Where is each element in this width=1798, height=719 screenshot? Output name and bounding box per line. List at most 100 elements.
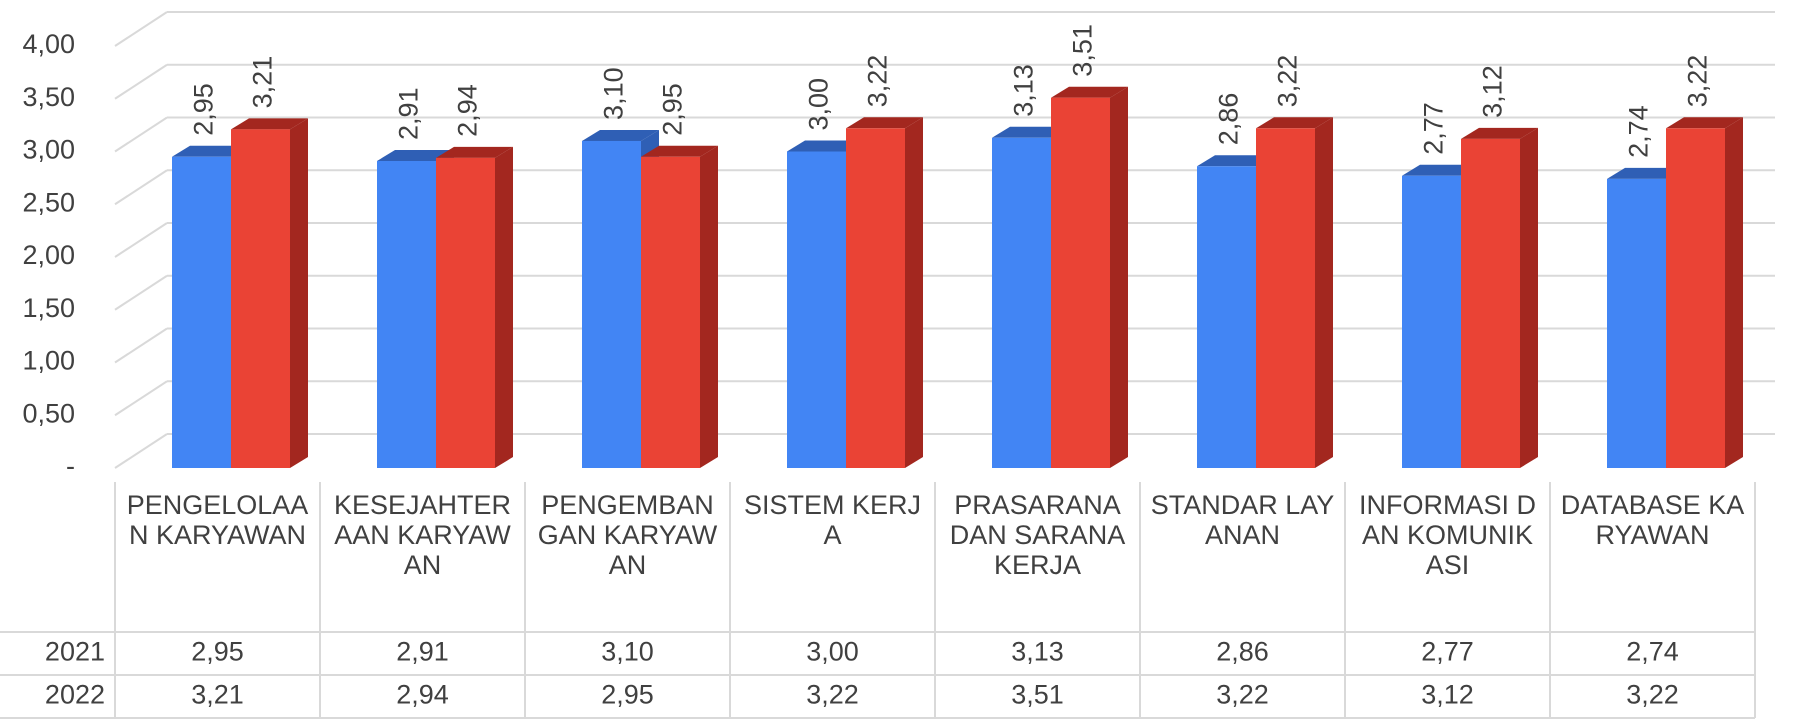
bar-top — [172, 145, 249, 157]
x-tick-label: KESEJAHTERAAN KARYAWAN — [333, 490, 512, 580]
bar-top — [992, 126, 1069, 138]
table-cell: 3,22 — [1626, 680, 1679, 710]
data-label: 2,91 — [394, 87, 424, 140]
bar-top — [1461, 127, 1538, 139]
bar-top — [1197, 155, 1274, 167]
table-cell: 3,51 — [1011, 680, 1064, 710]
table-cell: 3,00 — [806, 637, 859, 667]
data-label: 2,95 — [658, 83, 688, 136]
grid-line — [114, 116, 168, 153]
table-cell: 2,94 — [396, 680, 449, 710]
bar — [1256, 128, 1315, 469]
x-tick-label: PRASARANA DAN SARANA KERJA — [949, 490, 1126, 580]
bar-side — [495, 146, 513, 468]
bar — [787, 151, 846, 468]
bar — [1607, 178, 1666, 468]
bar-top — [641, 145, 718, 157]
data-label: 3,10 — [599, 67, 629, 120]
table-cell: 2,95 — [601, 680, 654, 710]
data-label: 3,51 — [1068, 24, 1098, 77]
table-cell: 3,21 — [191, 680, 244, 710]
grid-line — [114, 11, 168, 47]
data-label: 3,21 — [248, 56, 278, 109]
table-row-header: 2021 — [45, 637, 105, 667]
y-tick-label: 2,50 — [22, 187, 75, 217]
x-tick-label: PENGEMBANGAN KARYAWAN — [537, 490, 718, 580]
bar — [377, 160, 436, 468]
bar — [231, 129, 290, 468]
table-cell: 3,13 — [1011, 637, 1064, 667]
grid-line — [114, 380, 168, 417]
data-label: 2,95 — [189, 83, 219, 136]
bar-top — [1051, 86, 1128, 98]
data-label: 3,00 — [804, 78, 834, 131]
bar-top — [436, 146, 513, 158]
bar-top — [1402, 164, 1479, 176]
bar — [436, 157, 495, 468]
bar-side — [290, 118, 308, 468]
bar-side — [1725, 117, 1743, 468]
y-tick-label: 3,00 — [22, 135, 75, 165]
y-tick-label: 0,50 — [22, 398, 75, 428]
y-tick-label: - — [66, 451, 75, 481]
bar — [1666, 128, 1725, 469]
data-label: 2,94 — [453, 84, 483, 137]
bar-top — [582, 129, 659, 141]
x-tick-label: DATABASE KARYAWAN — [1560, 490, 1745, 550]
grid-line — [114, 169, 168, 206]
table-cell: 2,91 — [396, 637, 449, 667]
x-tick-label: SISTEM KERJA — [743, 490, 922, 550]
data-label: 3,22 — [1683, 55, 1713, 108]
table-cell: 3,22 — [1216, 680, 1269, 710]
bar-top — [1666, 117, 1743, 129]
data-label: 2,77 — [1419, 102, 1449, 155]
y-tick-label: 3,50 — [22, 82, 75, 112]
grid-line — [114, 63, 168, 100]
data-label: 3,13 — [1009, 64, 1039, 117]
y-tick-label: 1,50 — [22, 293, 75, 323]
bar — [1197, 166, 1256, 468]
x-tick-label: PENGELOLAAN KARYAWAN — [126, 490, 309, 550]
table-cell: 2,74 — [1626, 637, 1679, 667]
table-cell: 2,86 — [1216, 637, 1269, 667]
table-cell: 3,12 — [1421, 680, 1474, 710]
bar — [1051, 97, 1110, 468]
data-label: 2,86 — [1214, 93, 1244, 146]
grid-line — [114, 433, 168, 469]
data-label: 3,12 — [1478, 65, 1508, 118]
grid-line — [114, 327, 168, 364]
grid-line — [114, 222, 168, 258]
bar — [1461, 138, 1520, 468]
bar — [582, 140, 641, 468]
bar — [992, 137, 1051, 468]
bar-side — [1110, 86, 1128, 468]
bar-side — [700, 145, 718, 468]
bar-top — [231, 118, 308, 130]
bar-top — [1607, 167, 1684, 179]
table-cell: 2,95 — [191, 637, 244, 667]
bar-side — [1315, 117, 1333, 468]
table-cell: 3,22 — [806, 680, 859, 710]
bar-top — [787, 140, 864, 152]
table-row-header: 2022 — [45, 680, 105, 710]
x-tick-label: STANDAR LAYANAN — [1150, 490, 1335, 550]
table-cell: 2,77 — [1421, 637, 1474, 667]
bar — [846, 128, 905, 469]
data-label: 3,22 — [1273, 55, 1303, 108]
y-tick-label: 2,00 — [22, 240, 75, 270]
y-tick-label: 4,00 — [22, 29, 75, 59]
bar-top — [1256, 117, 1333, 129]
table-cell: 3,10 — [601, 637, 654, 667]
bar — [641, 156, 700, 468]
data-label: 3,22 — [863, 55, 893, 108]
grid-line — [114, 274, 168, 311]
bar-side — [905, 117, 923, 468]
bar — [172, 156, 231, 468]
x-tick-label: INFORMASI DAN KOMUNIKASI — [1358, 490, 1536, 580]
bar-top — [846, 117, 923, 129]
bar-side — [1520, 127, 1538, 468]
data-label: 2,74 — [1624, 105, 1654, 158]
y-tick-label: 1,00 — [22, 346, 75, 376]
